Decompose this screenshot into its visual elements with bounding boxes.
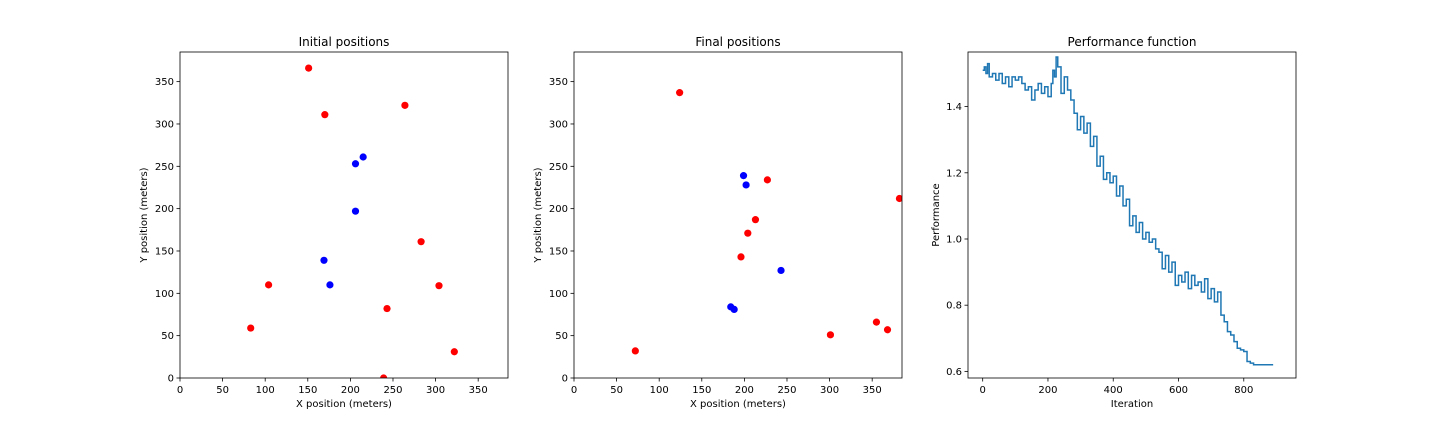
y-tick-label: 250 xyxy=(549,162,568,173)
y-tick-label: 200 xyxy=(155,204,174,215)
y-tick-label: 50 xyxy=(161,331,174,342)
x-tick-label: 250 xyxy=(383,385,402,396)
scatter-point xyxy=(401,101,409,109)
x-tick-label: 100 xyxy=(650,385,669,396)
x-tick-label: 300 xyxy=(426,385,445,396)
x-tick-label: 50 xyxy=(216,385,229,396)
x-tick-label: 200 xyxy=(735,385,754,396)
chart-2: 0 50 100 150 200 250 300 350 0 50 100 150 200 250 300 3… xyxy=(533,35,903,410)
scatter-point xyxy=(450,348,458,356)
x-tick-label: 250 xyxy=(777,385,796,396)
x-tick-label: 150 xyxy=(692,385,711,396)
chart-title: Initial positions xyxy=(299,35,390,49)
x-tick-label: 0 xyxy=(979,385,985,396)
x-axis-label: X position (meters) xyxy=(296,399,392,410)
scatter-point xyxy=(739,172,748,180)
y-tick-label: 150 xyxy=(155,246,174,257)
performance-line xyxy=(982,56,1274,366)
plot-frame xyxy=(967,51,1297,379)
y-tick-label: 50 xyxy=(555,331,568,342)
scatter-point xyxy=(383,304,391,313)
x-tick-label: 0 xyxy=(571,385,577,396)
x-tick-label: 350 xyxy=(469,385,488,396)
y-tick-label: 250 xyxy=(155,162,174,173)
scatter-point xyxy=(351,207,360,215)
scatter-point xyxy=(742,181,750,189)
y-tick-label: 0.8 xyxy=(946,301,962,312)
y-tick-label: 300 xyxy=(155,119,174,130)
scatter-point xyxy=(247,324,255,332)
y-tick-label: 100 xyxy=(549,289,568,300)
plot-data xyxy=(982,56,1274,366)
x-tick-label: 0 xyxy=(177,385,183,396)
y-tick-label: 100 xyxy=(155,289,174,300)
y-axis-label: Y position (meters) xyxy=(139,167,150,263)
scatter-point xyxy=(676,89,684,97)
scatter-point xyxy=(326,281,334,289)
scatter-point xyxy=(320,256,328,264)
x-tick-label: 150 xyxy=(298,385,317,396)
y-tick-label: 0 xyxy=(562,374,568,385)
y-tick-label: 350 xyxy=(155,77,174,88)
y-tick-label: 1.4 xyxy=(946,102,962,113)
scatter-point xyxy=(895,194,902,203)
scatter-point xyxy=(321,111,329,119)
y-tick-label: 0.6 xyxy=(946,367,962,378)
chart-1: 0 50 100 150 200 250 300 350 0 50 100 150 200 250 300 3… xyxy=(139,35,509,410)
x-axis-label: X position (meters) xyxy=(690,399,786,410)
x-tick-label: 100 xyxy=(256,385,275,396)
x-tick-label: 400 xyxy=(1104,385,1123,396)
scatter-point xyxy=(737,253,745,261)
y-tick-label: 300 xyxy=(549,119,568,130)
scatter-point xyxy=(380,374,388,378)
scatter-point xyxy=(631,347,639,355)
scatter-point xyxy=(872,318,881,326)
scatter-point xyxy=(351,160,360,168)
x-tick-label: 200 xyxy=(1038,385,1057,396)
x-tick-label: 300 xyxy=(820,385,839,396)
x-axis-label: Iteration xyxy=(1111,399,1153,410)
scatter-point xyxy=(751,216,760,224)
chart-title: Performance function xyxy=(1068,35,1197,49)
scatter-point xyxy=(763,176,771,184)
scatter-point xyxy=(744,229,752,237)
y-tick-label: 0 xyxy=(168,374,174,385)
y-axis-label: Performance xyxy=(931,183,942,246)
y-tick-label: 150 xyxy=(549,246,568,257)
x-tick-label: 50 xyxy=(610,385,623,396)
y-tick-label: 1.2 xyxy=(946,168,962,179)
scatter-point xyxy=(826,331,835,339)
x-tick-label: 350 xyxy=(863,385,882,396)
scatter-point xyxy=(359,153,367,161)
scatter-point xyxy=(883,326,892,334)
x-tick-label: 600 xyxy=(1169,385,1188,396)
plot-data xyxy=(247,64,458,378)
chart-3: 0 200 400 600 800 0.6 0.8 1.0 1.2 1.4 Performance … xyxy=(931,35,1297,410)
scatter-point xyxy=(265,281,273,289)
x-tick-label: 800 xyxy=(1234,385,1253,396)
y-tick-label: 200 xyxy=(549,204,568,215)
chart-title: Final positions xyxy=(695,35,780,49)
plot-frame xyxy=(573,51,903,379)
scatter-point xyxy=(730,305,738,314)
y-tick-label: 350 xyxy=(549,77,568,88)
plot-frame xyxy=(179,51,509,379)
y-axis-label: Y position (meters) xyxy=(533,167,544,263)
scatter-point xyxy=(305,64,313,72)
scatter-point xyxy=(777,266,785,275)
scatter-point xyxy=(435,282,443,290)
x-tick-label: 200 xyxy=(341,385,360,396)
plot-data xyxy=(631,89,902,355)
scatter-point xyxy=(417,238,425,246)
y-tick-label: 1.0 xyxy=(946,234,962,245)
